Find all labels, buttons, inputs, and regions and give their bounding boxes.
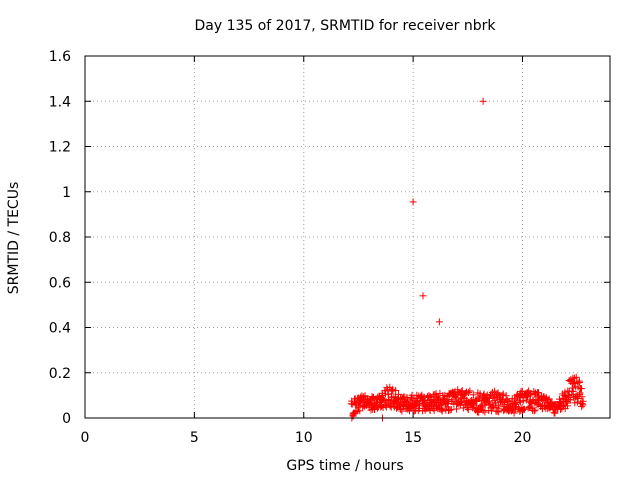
data-point <box>352 407 360 415</box>
data-point <box>374 404 382 412</box>
data-point <box>575 377 583 385</box>
data-point <box>571 379 579 387</box>
data-point <box>521 405 529 413</box>
data-point <box>577 385 585 393</box>
data-point <box>371 406 379 414</box>
data-point <box>551 409 559 417</box>
data-point <box>361 402 369 410</box>
data-point <box>578 403 586 411</box>
data-point <box>466 387 474 395</box>
data-point <box>444 400 452 408</box>
data-point <box>504 396 512 404</box>
x-tick-label: 15 <box>404 430 422 446</box>
data-point <box>470 403 478 411</box>
y-tick-label: 1.6 <box>49 49 71 65</box>
data-point-outlier <box>435 318 443 326</box>
y-tick-label: 0.4 <box>49 321 71 337</box>
data-point <box>565 377 573 385</box>
data-point <box>578 400 586 408</box>
chart-title: Day 135 of 2017, SRMTID for receiver nbr… <box>194 18 496 34</box>
data-point-outlier <box>409 198 417 206</box>
data-point <box>522 396 530 404</box>
data-point <box>510 409 518 417</box>
grid-lines <box>85 56 610 418</box>
data-point <box>512 399 520 407</box>
axis-ticks: 0 5 10 15 20 0 0.2 0.4 0.6 0.8 1 1.2 1.4 1.6 <box>49 49 610 446</box>
y-tick-label: 0.8 <box>49 230 71 246</box>
data-point <box>574 395 582 403</box>
data-point <box>377 398 385 406</box>
y-tick-label: 1.2 <box>49 140 71 156</box>
y-tick-label: 1.4 <box>49 94 71 110</box>
data-point-outlier <box>419 292 427 300</box>
data-point <box>385 397 393 405</box>
data-point <box>558 403 566 411</box>
y-tick-label: 0 <box>62 411 71 427</box>
data-point <box>561 388 569 396</box>
data-point <box>573 398 581 406</box>
data-point <box>392 386 400 394</box>
data-point <box>563 399 571 407</box>
data-point <box>437 406 445 414</box>
data-point <box>576 389 584 397</box>
data-point <box>462 389 470 397</box>
data-point <box>499 390 507 398</box>
data-point <box>465 389 473 397</box>
data-point <box>526 403 534 411</box>
data-point <box>493 407 501 415</box>
data-point <box>446 406 454 414</box>
data-point <box>475 394 483 402</box>
y-axis-label: SRMTID / TECUs <box>6 182 22 295</box>
data-point <box>485 398 493 406</box>
data-point <box>530 407 538 415</box>
data-point <box>386 402 394 410</box>
data-points <box>347 97 587 422</box>
data-point <box>495 404 503 412</box>
data-point <box>574 379 582 387</box>
data-point <box>464 406 472 414</box>
x-tick-label: 5 <box>190 430 199 446</box>
y-tick-label: 1 <box>62 185 71 201</box>
y-tick-label: 0.2 <box>49 366 71 382</box>
data-point <box>560 401 568 409</box>
data-point <box>438 407 446 415</box>
data-point <box>480 390 488 398</box>
data-point <box>410 407 418 415</box>
data-point <box>440 394 448 402</box>
data-point <box>379 395 387 403</box>
data-point <box>572 373 580 381</box>
x-tick-label: 0 <box>81 430 90 446</box>
data-point-outlier <box>479 97 487 105</box>
x-tick-label: 20 <box>514 430 532 446</box>
data-point <box>481 408 489 416</box>
data-point <box>394 390 402 398</box>
x-tick-label: 10 <box>295 430 313 446</box>
data-point <box>578 393 586 401</box>
data-point <box>569 384 577 392</box>
data-point <box>436 402 444 410</box>
data-point <box>531 406 539 414</box>
data-point <box>469 391 477 399</box>
y-tick-label: 0.6 <box>49 275 71 291</box>
plot-frame <box>84 55 611 419</box>
data-point <box>398 407 406 415</box>
x-axis-label: GPS time / hours <box>286 458 403 474</box>
